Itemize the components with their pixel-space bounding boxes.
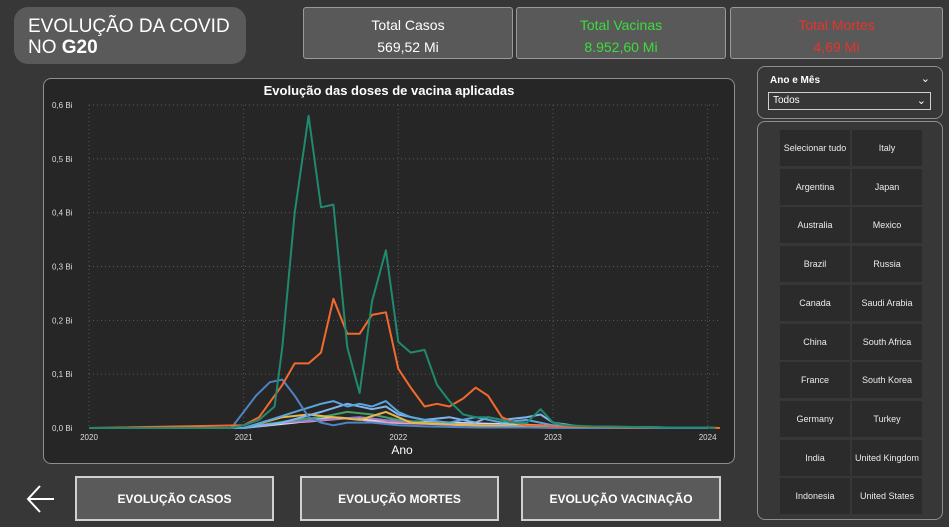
date-dropdown[interactable]: Todos ⌄ [768,92,931,110]
series-line[interactable] [89,400,708,429]
x-tick-label: 2021 [235,433,253,442]
country-button[interactable]: Mexico [852,207,922,244]
country-button[interactable]: Germany [780,400,850,437]
series-line[interactable] [89,410,708,429]
country-button[interactable]: Australia [780,207,850,244]
x-tick-label: 2024 [699,433,717,442]
country-button[interactable]: Japan [852,168,922,205]
title-line-2: NO G20 [28,37,98,58]
y-tick-label: 0,3 Bi [52,263,73,272]
y-axis-ticks: 0,0 Bi 0,1 Bi 0,2 Bi 0,3 Bi 0,4 Bi 0,5 Bi 0,6 … [52,101,73,433]
nav-evolucao-mortes-button[interactable]: EVOLUÇÃO MORTES [300,476,499,521]
kpi-value: 569,52 Mi [377,39,439,55]
country-button[interactable]: Argentina [780,168,850,205]
kpi-label: Total Casos [371,17,445,33]
country-button[interactable]: Canada [780,284,850,321]
kpi-total-mortes: Total Mortes 4,69 Mi [730,7,943,59]
x-tick-label: 2023 [544,433,562,442]
country-button[interactable]: Selecionar tudo [780,130,850,166]
country-button[interactable]: Russia [852,246,922,283]
y-tick-label: 0,4 Bi [52,209,73,218]
date-dropdown-value: Todos [773,95,800,106]
y-tick-label: 0,2 Bi [52,316,73,325]
back-arrow-icon[interactable] [26,482,56,516]
country-button[interactable]: Brazil [780,246,850,283]
country-button[interactable]: South Africa [852,323,922,360]
chart-title: Evolução das doses de vacina aplicadas [264,83,515,98]
series-layer [88,114,721,429]
x-axis-ticks: 2020 2021 2022 2023 2024 [80,433,717,442]
country-button[interactable]: United States [852,478,922,515]
country-button[interactable]: United Kingdom [852,439,922,476]
chevron-down-icon[interactable]: ⌄ [920,73,930,85]
country-button[interactable]: India [780,439,850,476]
country-button[interactable]: China [780,323,850,360]
date-slicer-label: Ano e Mês [770,75,821,86]
country-button[interactable]: Indonesia [780,478,850,515]
y-tick-label: 0,1 Bi [52,370,73,379]
country-button[interactable]: Turkey [852,400,922,437]
series-line[interactable] [88,297,721,429]
kpi-total-vacinas: Total Vacinas 8.952,60 Mi [516,7,726,59]
x-tick-label: 2020 [80,433,98,442]
line-chart-svg: Evolução das doses de vacina aplicadas 0… [52,83,721,457]
country-button[interactable]: France [780,362,850,399]
country-slicer: Selecionar tudo Italy Argentina Japan Austra… [757,121,943,520]
chevron-down-icon: ⌄ [916,95,926,107]
country-button[interactable]: Saudi Arabia [852,284,922,321]
title-line-1: EVOLUÇÃO DA COVID [28,16,230,37]
y-tick-label: 0,5 Bi [52,155,73,164]
kpi-total-casos: Total Casos 569,52 Mi [303,7,513,59]
series-line[interactable] [89,114,716,429]
date-slicer: Ano e Mês ⌄ Todos ⌄ [757,66,943,119]
series-line[interactable] [89,402,708,429]
kpi-label: Total Mortes [798,17,875,33]
y-tick-label: 0,0 Bi [52,424,73,433]
nav-evolucao-casos-button[interactable]: EVOLUÇÃO CASOS [75,476,274,521]
vaccine-doses-chart[interactable]: Evolução das doses de vacina aplicadas 0… [43,78,735,464]
kpi-label: Total Vacinas [579,17,663,33]
x-axis-label: Ano [391,443,413,457]
kpi-value: 4,69 Mi [813,39,860,55]
country-button[interactable]: Italy [852,130,922,166]
y-tick-label: 0,6 Bi [52,101,73,110]
series-line[interactable] [89,378,708,429]
nav-evolucao-vacinacao-button[interactable]: EVOLUÇÃO VACINAÇÃO [521,476,721,521]
country-button[interactable]: South Korea [852,362,922,399]
dashboard-title: EVOLUÇÃO DA COVID NO G20 [14,7,246,64]
x-tick-label: 2022 [389,433,407,442]
kpi-value: 8.952,60 Mi [584,39,658,55]
